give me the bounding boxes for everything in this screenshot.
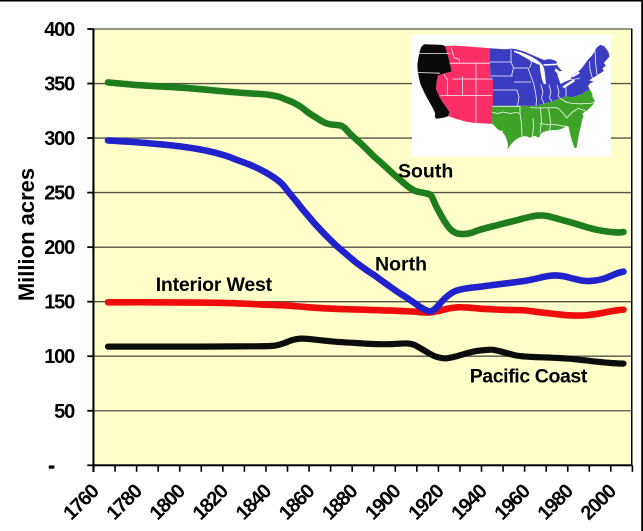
svg-text:150: 150 <box>44 292 75 314</box>
svg-text:400: 400 <box>44 19 75 41</box>
svg-text:1940: 1940 <box>447 480 491 524</box>
svg-text:50: 50 <box>54 401 75 423</box>
svg-text:1800: 1800 <box>146 480 190 524</box>
svg-text:1820: 1820 <box>189 480 233 524</box>
svg-text:South: South <box>398 160 453 182</box>
svg-text:100: 100 <box>44 346 75 368</box>
svg-text:1880: 1880 <box>318 480 362 524</box>
svg-text:Pacific Coast: Pacific Coast <box>470 366 588 388</box>
svg-text:North: North <box>375 254 427 276</box>
svg-text:350: 350 <box>44 74 75 96</box>
svg-text:1780: 1780 <box>103 480 147 524</box>
svg-text:1900: 1900 <box>361 480 405 524</box>
svg-text:Interior West: Interior West <box>156 274 273 296</box>
svg-text:1760: 1760 <box>59 480 103 524</box>
svg-text:2000: 2000 <box>577 480 621 524</box>
svg-text:1920: 1920 <box>404 480 448 524</box>
svg-text:250: 250 <box>44 183 75 205</box>
svg-text:Million acres: Million acres <box>14 168 39 301</box>
svg-text:300: 300 <box>44 128 75 150</box>
svg-text:1860: 1860 <box>275 480 319 524</box>
svg-text:1840: 1840 <box>232 480 276 524</box>
svg-text:1960: 1960 <box>491 480 535 524</box>
svg-text:1980: 1980 <box>534 480 578 524</box>
svg-text:200: 200 <box>44 237 75 259</box>
